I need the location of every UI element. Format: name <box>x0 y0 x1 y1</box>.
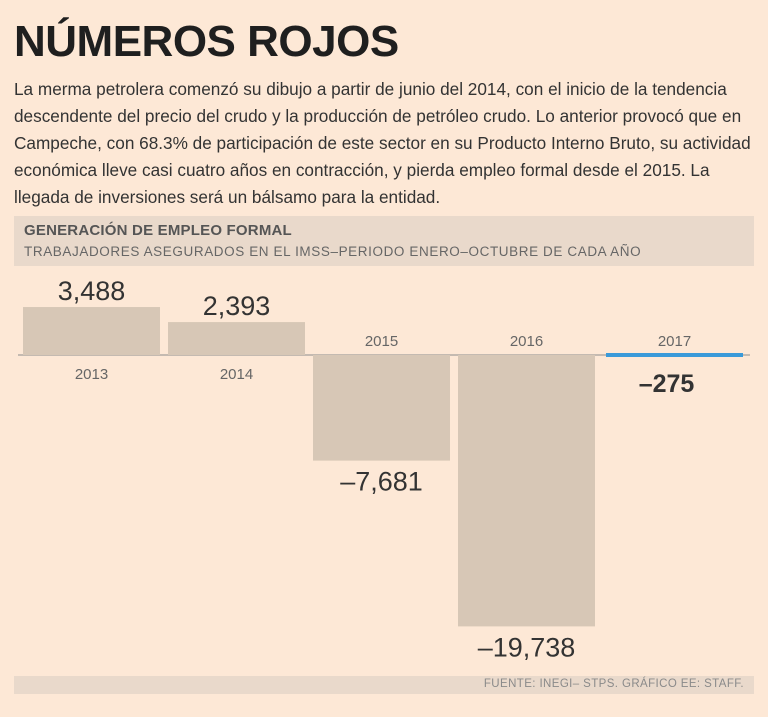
year-label-2014: 2014 <box>220 366 253 383</box>
chart-subtitle: TRABAJADORES ASEGURADOS EN EL IMSS–PERIO… <box>24 244 642 259</box>
value-label-2017: –275 <box>639 370 695 398</box>
footer-bar: FUENTE: INEGI– STPS. GRÁFICO EE: STAFF. <box>14 676 754 694</box>
intro-paragraph: La merma petrolera comenzó su dibujo a p… <box>14 79 751 207</box>
source-note: FUENTE: INEGI– STPS. GRÁFICO EE: STAFF. <box>483 678 744 690</box>
bar-2017-highlight <box>606 353 743 357</box>
chart-header: GENERACIÓN DE EMPLEO FORMAL TRABAJADORES… <box>14 216 754 266</box>
chart-title: GENERACIÓN DE EMPLEO FORMAL <box>24 222 292 239</box>
year-label-2015: 2015 <box>365 333 398 350</box>
bar-2015 <box>313 355 450 461</box>
value-label-2016: –19,738 <box>478 632 576 662</box>
value-label-2015: –7,681 <box>340 467 423 497</box>
value-label-2014: 2,393 <box>203 291 271 321</box>
year-label-2017: 2017 <box>658 333 691 350</box>
bar-2016 <box>458 355 595 627</box>
page-title: NÚMEROS ROJOS <box>14 17 399 66</box>
bar-2013 <box>23 307 160 355</box>
bar-2014 <box>168 322 305 355</box>
year-label-2013: 2013 <box>75 366 108 383</box>
year-label-2016: 2016 <box>510 333 543 350</box>
value-label-2013: 3,488 <box>58 276 126 306</box>
